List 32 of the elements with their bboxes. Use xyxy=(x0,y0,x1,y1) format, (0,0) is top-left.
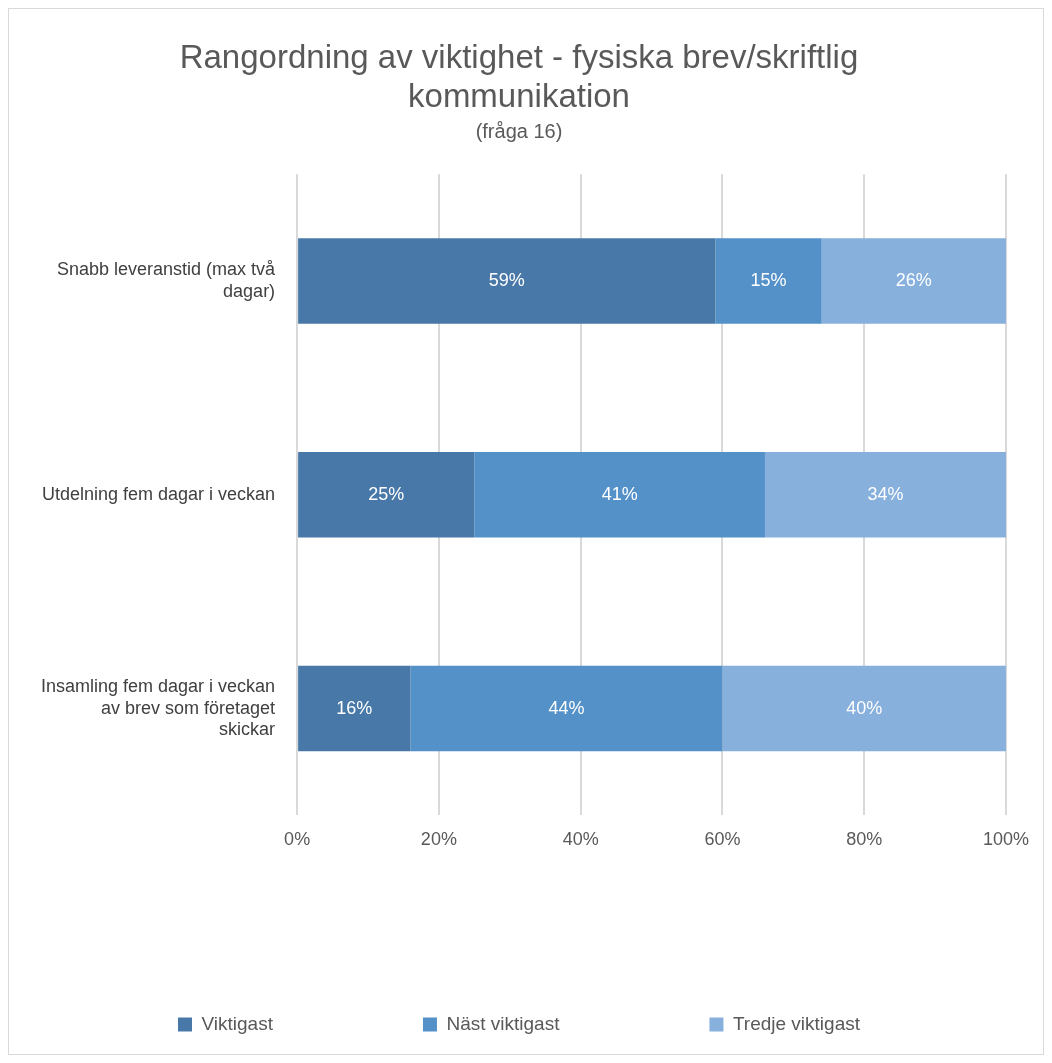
data-label: 40% xyxy=(846,697,883,718)
data-label: 59% xyxy=(488,270,525,291)
y-tick-label: Insamling fem dagar i veckan av brev som företaget skickar xyxy=(40,675,276,740)
x-tick-label: 20% xyxy=(420,829,457,850)
bar xyxy=(474,452,765,538)
bar xyxy=(764,452,1006,538)
y-tick-label: Utdelning fem dagar i veckan xyxy=(41,483,276,504)
bar xyxy=(722,665,1006,752)
bar xyxy=(715,238,822,324)
x-tick-label: 40% xyxy=(562,829,599,850)
data-label: 16% xyxy=(336,697,373,718)
chart-title: Rangordning av viktighet - fysiska brev/skriftlig kommunikation xyxy=(179,37,859,115)
bar xyxy=(298,238,716,324)
data-label: 15% xyxy=(750,270,787,291)
x-tick-label: 60% xyxy=(704,829,741,850)
data-label: 41% xyxy=(601,483,638,504)
y-tick-label: Snabb leveranstid (max två dagar) xyxy=(57,259,277,301)
bar xyxy=(298,452,475,538)
data-label: 25% xyxy=(368,483,405,504)
legend-label: Näst viktigast xyxy=(446,1012,561,1034)
data-label: 44% xyxy=(548,697,585,718)
legend-label: Viktigast xyxy=(201,1012,274,1034)
x-tick-label: 80% xyxy=(846,829,883,850)
legend-label: Tredje viktigast xyxy=(732,1012,861,1034)
x-tick-label: 100% xyxy=(982,829,1029,850)
bar xyxy=(298,665,411,752)
x-tick-label: 0% xyxy=(284,829,311,850)
bar xyxy=(821,238,1006,324)
data-label: 26% xyxy=(895,270,932,291)
data-label: 34% xyxy=(867,483,904,504)
bar xyxy=(410,665,723,752)
chart-subtitle: (fråga 16) xyxy=(475,119,563,142)
